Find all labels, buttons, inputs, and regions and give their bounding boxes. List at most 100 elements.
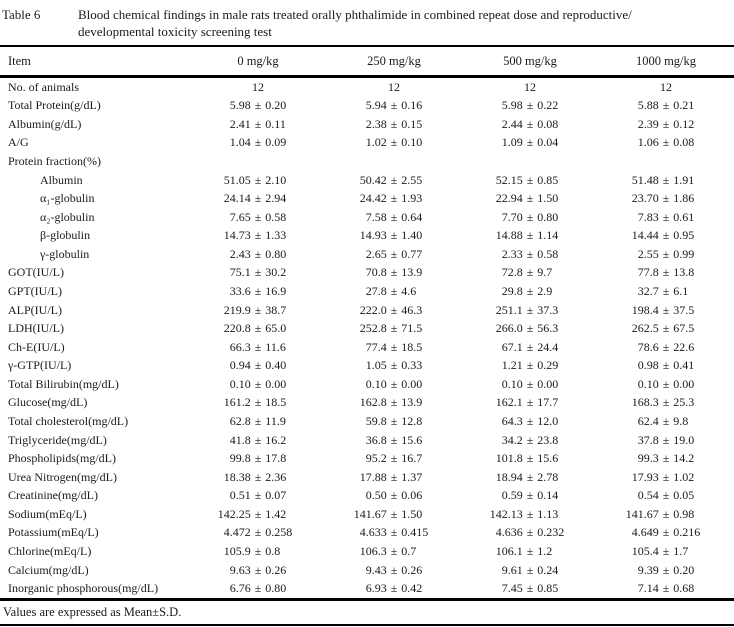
table-footnote: Values are expressed as Mean±S.D. [3, 605, 182, 619]
value-cell: 222.0 ±46.3 [359, 302, 423, 317]
value-cell: 52.15 ±0.85 [495, 172, 559, 187]
caption-line-1: Blood chemical findings in male rats tre… [78, 7, 632, 22]
value-cell: 7.14 ±0.68 [637, 581, 695, 596]
table-row: LDH(IU/L) 220.8 ±65.0 252.8 ±71.5 266.0 ±56.3 2… [0, 319, 734, 338]
table-row: β-globulin 14.73 ±1.33 14.93 ±1.40 14.88 ±1.14… [0, 227, 734, 246]
value-cell: 2.44 ±0.08 [501, 116, 559, 131]
value-cell: 0.94 ±0.40 [229, 358, 287, 373]
value-cell: 142.13 ±1.13 [489, 506, 559, 521]
item-cell: No. of animals [8, 79, 79, 94]
item-cell: γ-globulin [40, 246, 90, 261]
value-cell: 51.48 ±1.91 [631, 172, 695, 187]
item-cell: Sodium(mEq/L) [8, 506, 87, 521]
value-cell: 2.39 ±0.12 [637, 116, 695, 131]
value-cell: 101.8 ±15.6 [495, 451, 559, 466]
value-cell: 161.2 ±18.5 [223, 395, 287, 410]
value-cell: 12 [524, 79, 536, 94]
value-cell: 2.55 ±0.99 [637, 246, 695, 261]
value-cell: 14.44 ±0.95 [631, 228, 695, 243]
item-cell: LDH(IU/L) [8, 321, 64, 336]
table-body: No. of animals 12 12 12 12 Total Protein(g/dL… [0, 78, 734, 598]
value-cell: 29.8 ±2.9 [501, 284, 553, 299]
value-cell: 142.25 ±1.42 [217, 506, 287, 521]
value-cell: 162.8 ±13.9 [359, 395, 423, 410]
item-cell: Total cholesterol(mg/dL) [8, 414, 129, 429]
value-cell: 2.41 ±0.11 [229, 116, 286, 131]
table-header-row: Item 0 mg/kg 250 mg/kg 500 mg/kg 1000 mg… [0, 47, 734, 75]
table-row: Ch-E(IU/L) 66.3 ±11.6 77.4 ±18.5 67.1 ±24.4 78.… [0, 338, 734, 357]
table-row: GOT(IU/L) 75.1 ±30.2 70.8 ±13.9 72.8 ±9.7 77.8 ±… [0, 264, 734, 283]
value-cell: 252.8 ±71.5 [359, 321, 423, 336]
value-cell: 266.0 ±56.3 [495, 321, 559, 336]
item-cell: Albumin [40, 172, 83, 187]
value-cell: 14.93 ±1.40 [359, 228, 423, 243]
value-cell: 0.10 ±0.00 [229, 376, 287, 391]
value-cell: 70.8 ±13.9 [365, 265, 423, 280]
value-cell: 62.8 ±11.9 [229, 414, 286, 429]
value-cell: 1.05 ±0.33 [365, 358, 423, 373]
table-number-label: Table 6 [2, 7, 41, 22]
value-cell: 105.4 ±1.7 [631, 544, 689, 559]
value-cell: 6.93 ±0.42 [365, 581, 423, 596]
table-row: Total cholesterol(mg/dL) 62.8 ±11.9 59.8 ±12… [0, 412, 734, 431]
table-row: GPT(IU/L) 33.6 ±16.9 27.8 ±4.6 29.8 ±2.9 32.7 ±6… [0, 282, 734, 301]
value-cell: 6.76 ±0.80 [229, 581, 287, 596]
value-cell: 0.59 ±0.14 [501, 488, 559, 503]
header-separator-rule [0, 75, 734, 78]
value-cell: 4.472 ±0.258 [223, 525, 293, 540]
value-cell: 251.1 ±37.3 [495, 302, 559, 317]
value-cell: 59.8 ±12.8 [365, 414, 423, 429]
value-cell: 141.67 ±0.98 [625, 506, 695, 521]
table-row: ALP(IU/L) 219.9 ±38.7 222.0 ±46.3 251.1 ±37.3 1… [0, 301, 734, 320]
value-cell: 5.98 ±0.22 [501, 98, 559, 113]
value-cell: 5.98 ±0.20 [229, 98, 287, 113]
value-cell: 9.61 ±0.24 [501, 562, 559, 577]
value-cell: 4.636 ±0.232 [495, 525, 565, 540]
table-row: γ-globulin 2.43 ±0.80 2.65 ±0.77 2.33 ±0.58 2.5… [0, 245, 734, 264]
value-cell: 219.9 ±38.7 [223, 302, 287, 317]
table-top-rule [0, 45, 734, 47]
table-row: Chlorine(mEq/L) 105.9 ±0.8 106.3 ±0.7 106.1 ±1… [0, 542, 734, 561]
value-cell: 141.67 ±1.50 [353, 506, 423, 521]
value-cell: 22.94 ±1.50 [495, 191, 559, 206]
item-cell: γ-GTP(IU/L) [8, 358, 72, 373]
value-cell: 14.73 ±1.33 [223, 228, 287, 243]
value-cell: 5.88 ±0.21 [637, 98, 695, 113]
value-cell: 14.88 ±1.14 [495, 228, 559, 243]
value-cell: 77.8 ±13.8 [637, 265, 695, 280]
item-cell: Potassium(mEq/L) [8, 525, 99, 540]
item-cell: Urea Nitrogen(mg/dL) [8, 469, 117, 484]
value-cell: 2.43 ±0.80 [229, 246, 287, 261]
item-cell: Total Bilirubin(mg/dL) [8, 376, 119, 391]
table-row: Calcium(mg/dL) 9.63 ±0.26 9.43 ±0.26 9.61 ±0.2… [0, 561, 734, 580]
value-cell: 0.10 ±0.00 [637, 376, 695, 391]
item-cell: Phospholipids(mg/dL) [8, 451, 117, 466]
item-cell: Albumin(g/dL) [8, 116, 82, 131]
value-cell: 62.4 ±9.8 [637, 414, 689, 429]
value-cell: 24.14 ±2.94 [223, 191, 287, 206]
table-row: Protein fraction(%) [0, 152, 734, 171]
value-cell: 0.54 ±0.05 [637, 488, 695, 503]
value-cell: 105.9 ±0.8 [223, 544, 281, 559]
table-row: Urea Nitrogen(mg/dL) 18.38 ±2.36 17.88 ±1.37… [0, 468, 734, 487]
item-cell: ALP(IU/L) [8, 302, 62, 317]
value-cell: 27.8 ±4.6 [365, 284, 417, 299]
value-cell: 9.39 ±0.20 [637, 562, 695, 577]
column-header-dose-0mg: 0 mg/kg [237, 53, 279, 68]
table-caption: Blood chemical findings in male rats tre… [78, 6, 730, 40]
value-cell: 34.2 ±23.8 [501, 432, 559, 447]
table-row: Albumin(g/dL) 2.41 ±0.11 2.38 ±0.15 2.44 ±0.08… [0, 115, 734, 134]
table-bottom-rule [0, 598, 734, 601]
item-cell: α₁-globulin [40, 191, 95, 206]
column-header-dose-500mg: 500 mg/kg [503, 53, 557, 68]
value-cell: 262.5 ±67.5 [631, 321, 695, 336]
value-cell: 77.4 ±18.5 [365, 339, 423, 354]
value-cell: 1.21 ±0.29 [501, 358, 559, 373]
value-cell: 1.02 ±0.10 [365, 135, 423, 150]
value-cell: 220.8 ±65.0 [223, 321, 287, 336]
table-row: Albumin 51.05 ±2.10 50.42 ±2.55 52.15 ±0.85 51.… [0, 171, 734, 190]
value-cell: 162.1 ±17.7 [495, 395, 559, 410]
column-header-dose-1000mg: 1000 mg/kg [635, 53, 697, 68]
value-cell: 12 [388, 79, 400, 94]
